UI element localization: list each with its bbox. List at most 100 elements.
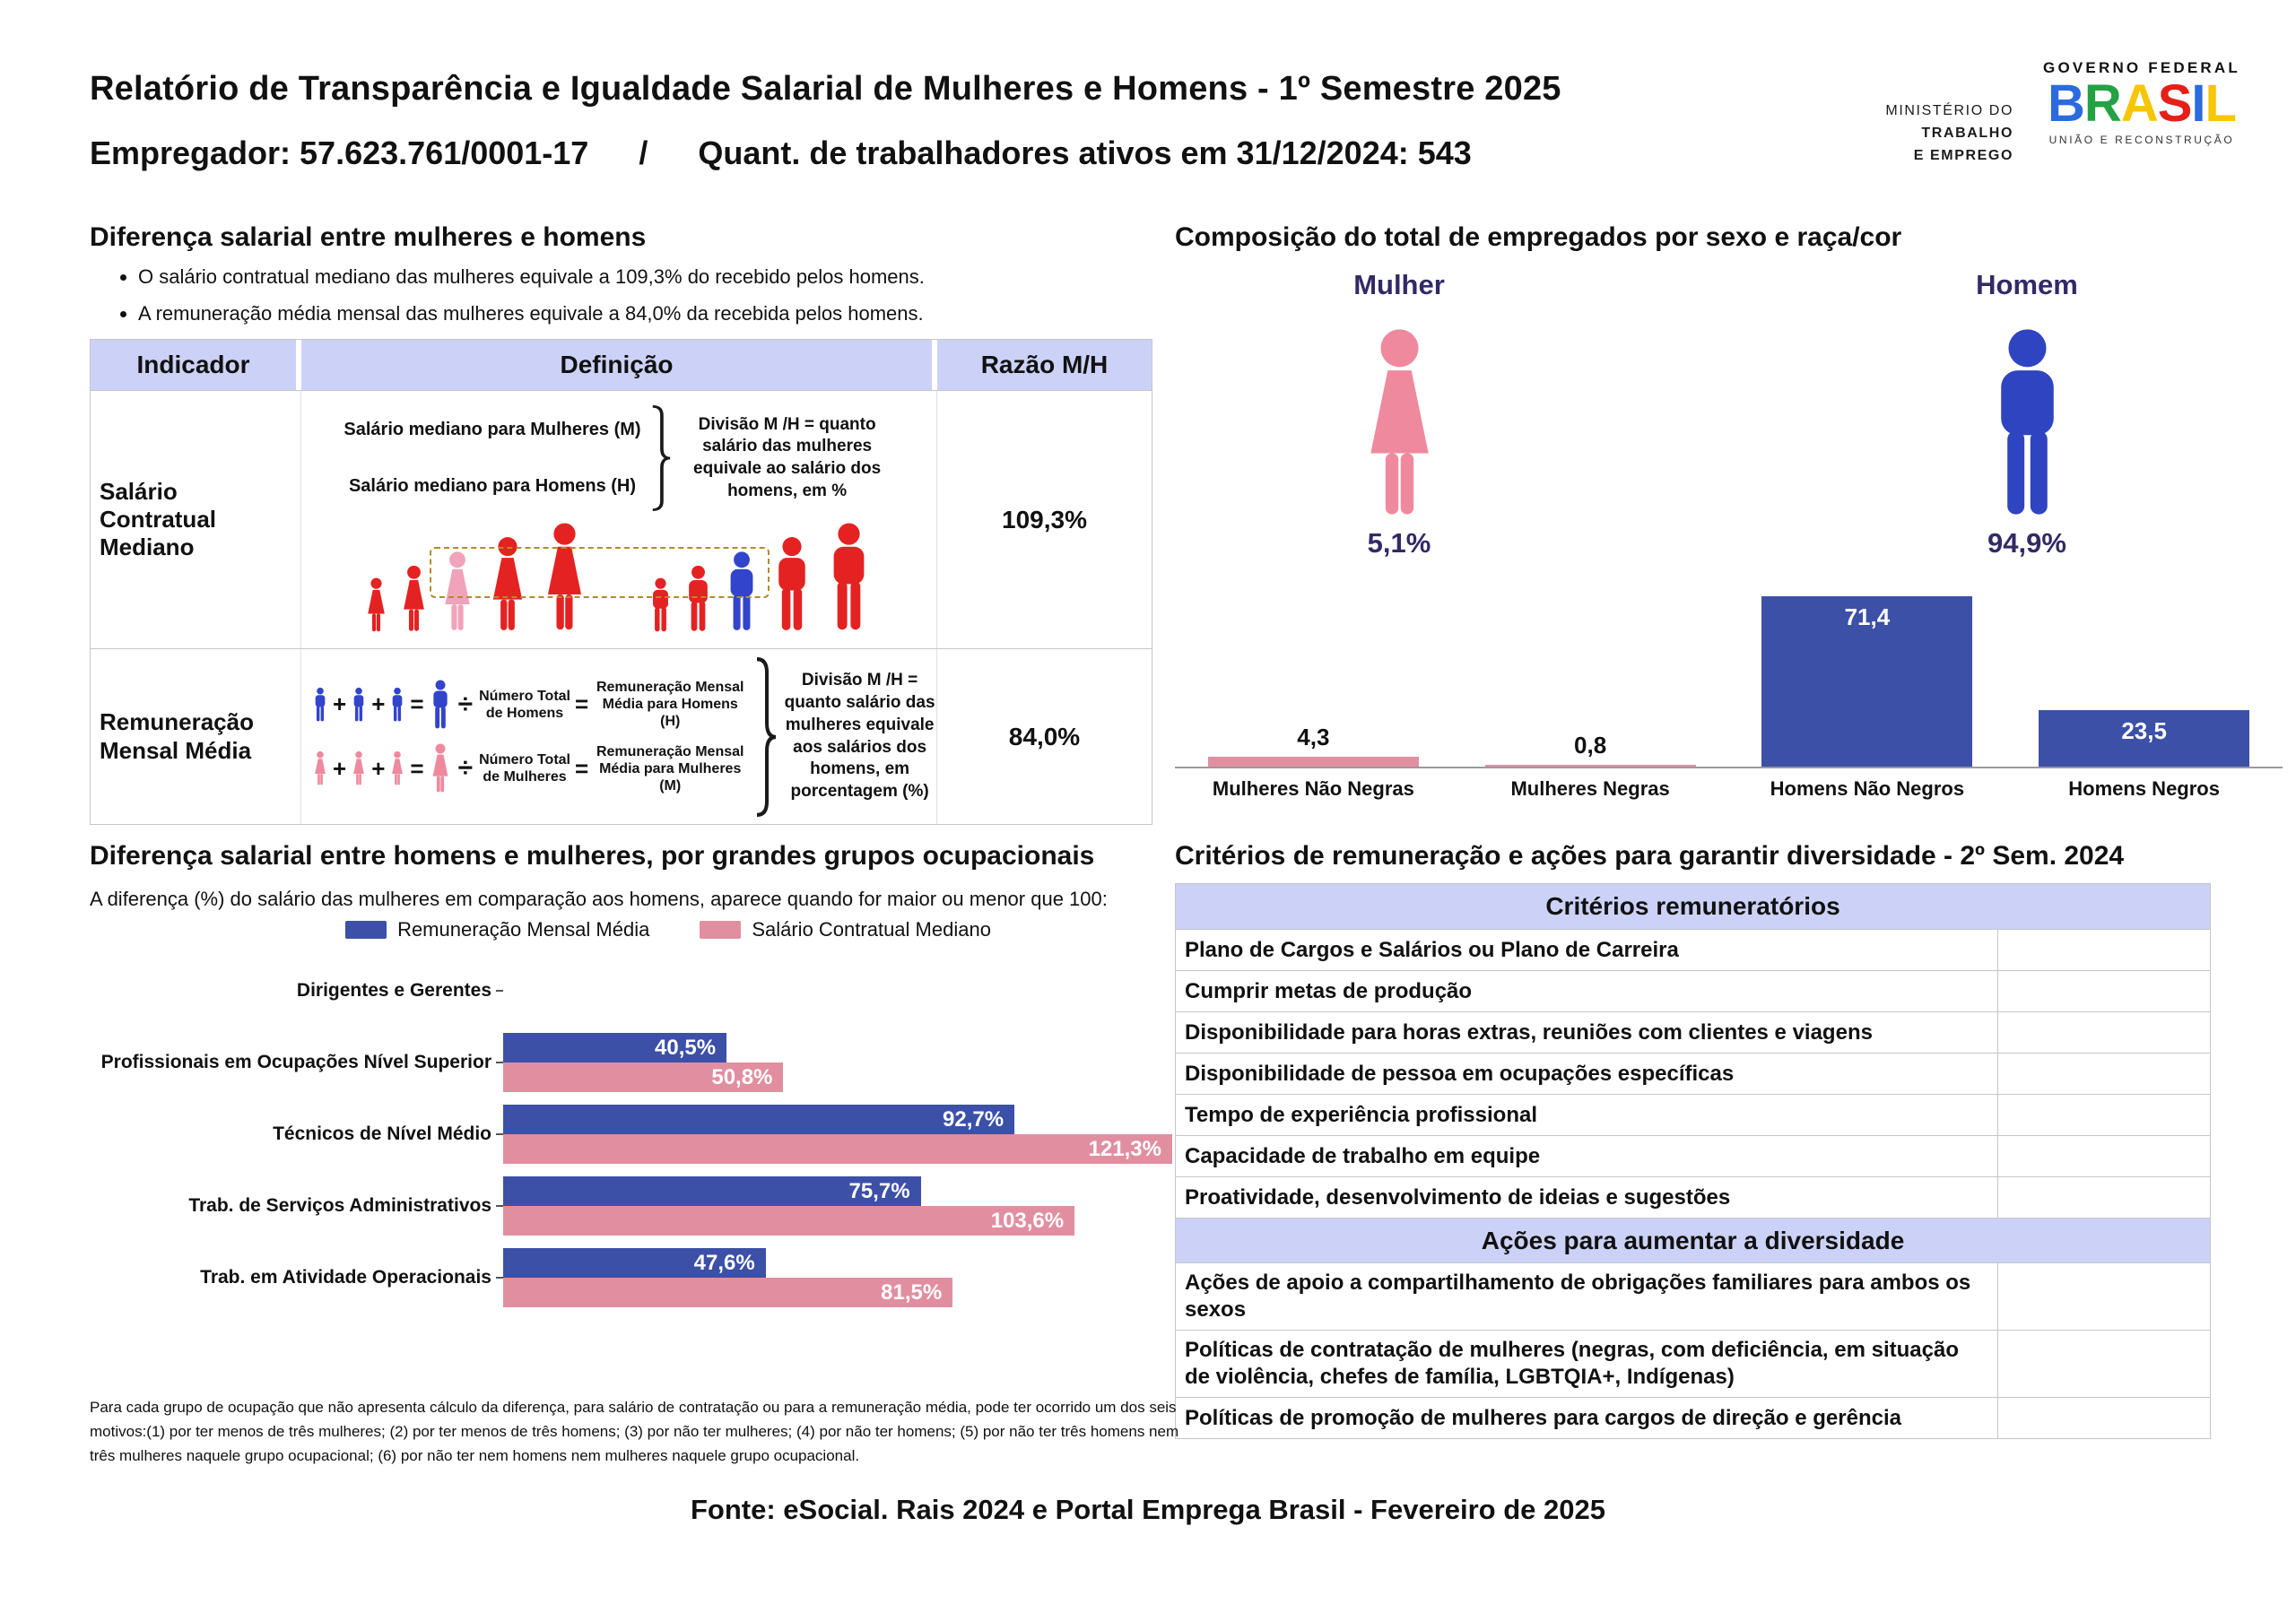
legend-swatch [700, 921, 742, 939]
criteria-row: Políticas de promoção de mulheres para c… [1176, 1397, 2210, 1438]
man-icon [351, 687, 367, 723]
equals-sign: = [575, 690, 589, 718]
criteria-check-cell [1997, 1263, 2210, 1330]
criteria-check-cell [1997, 1177, 2210, 1218]
composition-bar: 23,5 [2039, 710, 2250, 767]
female-percentage: 5,1% [1367, 527, 1431, 559]
woman-icon [485, 536, 530, 633]
plus-sign: + [371, 690, 386, 718]
criteria-check-cell [1997, 971, 2210, 1011]
axis-tick [496, 1205, 503, 1207]
axis-tick [496, 1133, 503, 1135]
man-icon [723, 551, 761, 633]
bar-value-label: 103,6% [990, 1208, 1065, 1233]
composition-bar-slot: 71,4 [1729, 571, 2006, 767]
active-workers-count: Quant. de trabalhadores ativos em 31/12/… [698, 134, 1472, 171]
brasil-letter: B [2048, 74, 2085, 133]
occupation-bar: 92,7% [503, 1105, 1015, 1134]
plus-sign: + [371, 754, 386, 782]
divide-label: Número Total de Mulheres [479, 752, 570, 785]
criteria-label: Capacidade de trabalho em equipe [1185, 1143, 1541, 1168]
plus-sign: + [333, 754, 347, 782]
brace-icon [652, 405, 670, 511]
criteria-label: Políticas de promoção de mulheres para c… [1185, 1405, 1901, 1430]
governo-federal-label: GOVERNO FEDERAL [2043, 59, 2240, 76]
occupation-bars: 92,7% 121,3% [503, 1098, 1247, 1170]
occupation-bar: 75,7% [503, 1176, 921, 1206]
male-label: Homem [1976, 269, 2078, 300]
legend-label: Salário Contratual Mediano [752, 918, 991, 941]
brasil-letter: A [2120, 74, 2159, 133]
brasil-letter: I [2191, 74, 2205, 133]
criteria-check-cell [1997, 1054, 2210, 1094]
woman-icon [1355, 327, 1444, 520]
criteria-check-cell [1997, 1136, 2210, 1176]
legend-swatch [345, 921, 387, 939]
criteria-label: Proatividade, desenvolvimento de ideias … [1185, 1184, 1731, 1210]
man-icon [389, 687, 405, 723]
woman-icon [389, 750, 405, 786]
brasil-letter: L [2205, 74, 2237, 133]
mean-definition-diagram: + + = ÷ Número Total de Homens = Remuneração M… [301, 649, 937, 824]
bar-value-label: 81,5% [881, 1279, 943, 1305]
man-icon [648, 577, 674, 633]
occupation-label: Técnicos de Nível Médio [273, 1123, 491, 1144]
bullet-median: O salário contratual mediano das mulhere… [138, 265, 1146, 289]
occupation-bar: 81,5% [503, 1278, 953, 1307]
bullet-mean: A remuneração média mensal das mulheres … [138, 302, 1146, 325]
legend-item: Salário Contratual Mediano [700, 918, 991, 941]
table-row-median: Salário Contratual Mediano Salário media… [91, 390, 1152, 648]
occupation-bars: 47,6% 81,5% [503, 1242, 1247, 1314]
occupation-row: Trab. em Atividade Operacionais 47,6% 81,5… [90, 1242, 1247, 1314]
criteria-title: Critérios de remuneração e ações para ga… [1175, 841, 2125, 871]
occupation-label: Profissionais em Ocupações Nível Superio… [100, 1052, 491, 1072]
result-label: Remuneração Mensal Média para Homens (H) [596, 679, 744, 730]
composition-category-label: Mulheres Negras [1510, 777, 1670, 800]
col-header-indicador: Indicador [91, 340, 301, 390]
criteria-label: Disponibilidade para horas extras, reuni… [1185, 1019, 1873, 1045]
composition-category-label: Homens Não Negros [1770, 777, 1965, 800]
occupation-bar: 121,3% [503, 1134, 1172, 1164]
table-row-mean: Remuneração Mensal Média + + = ÷ Número Tota… [91, 648, 1152, 824]
subtitle-separator: / [639, 134, 648, 171]
male-percentage: 94,9% [1987, 527, 2066, 559]
occupation-row: Dirigentes e Gerentes [90, 955, 1247, 1027]
axis-tick [496, 1277, 503, 1279]
occupation-bars [503, 955, 1247, 1027]
occupation-bar: 103,6% [503, 1206, 1075, 1236]
women-mean-formula: + + = ÷ Número Total de Mulheres = Remuneração… [312, 743, 747, 795]
equals-sign: = [410, 754, 424, 782]
median-highlight-box [430, 547, 770, 599]
ministry-logo: MINISTÉRIO DO TRABALHO E EMPREGO [1861, 100, 2013, 167]
criteria-section-header: Critérios remuneratórios [1176, 884, 2210, 929]
equals-sign: = [575, 754, 589, 782]
woman-icon [351, 750, 367, 786]
bar-value-label: 0,8 [1574, 731, 1607, 759]
bar-value-label: 75,7% [848, 1178, 910, 1203]
salary-gap-bullets: O salário contratual mediano das mulhere… [115, 265, 1146, 339]
criteria-row: Tempo de experiência profissional [1176, 1094, 2210, 1135]
man-icon [429, 680, 452, 730]
occupation-bars: 75,7% 103,6% [503, 1170, 1247, 1242]
man-icon [823, 522, 874, 633]
occupation-bar: 50,8% [503, 1063, 784, 1092]
criteria-row: Capacidade de trabalho em equipe [1176, 1135, 2210, 1176]
composition-bar [1484, 764, 1696, 767]
brasil-letter: S [2157, 74, 2193, 133]
uniao-reconstrucao-label: UNIÃO E RECONSTRUÇÃO [2048, 133, 2235, 146]
occupations-subtitle: A diferença (%) do salário das mulheres … [90, 888, 1108, 910]
occupations-title: Diferença salarial entre homens e mulher… [90, 841, 1095, 871]
bar-value-label: 92,7% [943, 1106, 1004, 1132]
criteria-row: Ações de apoio a compartilhamento de obr… [1176, 1262, 2210, 1330]
page-subtitle: Empregador: 57.623.761/0001-17 / Quant. … [90, 134, 1472, 172]
brasil-letter: R [2083, 74, 2122, 133]
brasil-wordmark-icon: BRASIL [2032, 74, 2251, 133]
criteria-row: Proatividade, desenvolvimento de ideias … [1176, 1176, 2210, 1218]
bar-value-label: 23,5 [2121, 717, 2167, 745]
criteria-row: Cumprir metas de produção [1176, 970, 2210, 1011]
employer-id: Empregador: 57.623.761/0001-17 [90, 134, 589, 171]
criteria-row: Plano de Cargos e Salários ou Plano de C… [1176, 929, 2210, 970]
criteria-label: Tempo de experiência profissional [1185, 1102, 1537, 1127]
median-figures [301, 513, 936, 633]
